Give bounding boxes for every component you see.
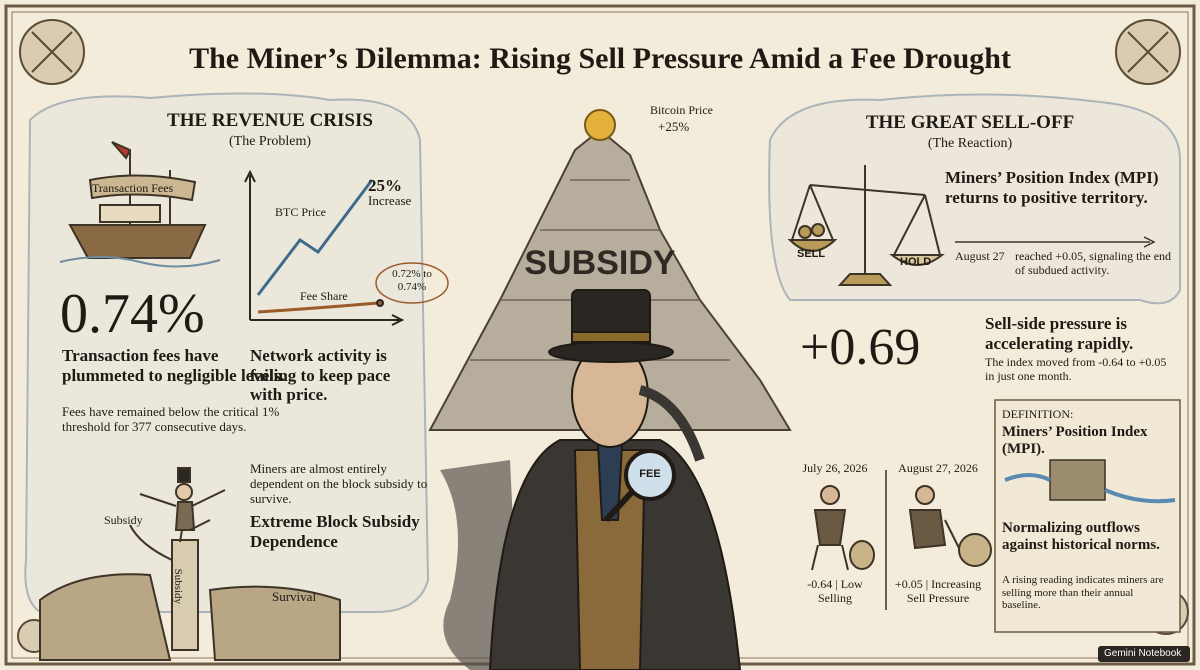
badge: Gemini Notebook	[1104, 648, 1182, 659]
cliff-label: Survival	[272, 589, 317, 604]
coin-change: +25%	[658, 119, 690, 134]
sketch-label: BTC Price	[275, 205, 326, 219]
section-heading: THE REVENUE CRISIS	[167, 110, 373, 131]
pillar-side-label: Subsidy	[104, 513, 143, 527]
definition-box	[994, 399, 1181, 633]
dependence-headline: Extreme Block Subsidy Dependence	[250, 512, 420, 551]
definition-note: A rising reading indicates miners are se…	[1002, 574, 1164, 612]
scale-label: SELL	[797, 248, 826, 260]
definition-tag: DEFINITION:	[1002, 407, 1074, 421]
right-panel	[768, 93, 1181, 305]
section-heading: THE GREAT SELL-OFF	[865, 112, 1075, 133]
badge-bg	[1098, 646, 1190, 662]
stat-note: Fees have remained below the critical 1%…	[62, 404, 280, 434]
panel-date: July 26, 2026	[802, 461, 868, 475]
section-subheading: (The Reaction)	[927, 136, 1013, 151]
ship	[68, 141, 207, 259]
big-stat: +0.69	[800, 319, 921, 376]
pressure-headline: Sell-side pressure is accelerating rapid…	[985, 314, 1134, 353]
sketch-label: Increase	[368, 193, 412, 208]
title: The Miner’s Dilemma: Rising Sell Pressur…	[189, 42, 1011, 75]
scale-label: HOLD	[900, 256, 932, 268]
section-subheading: (The Problem)	[228, 134, 312, 149]
definition-term: Miners’ Position Index (MPI).	[1002, 424, 1148, 458]
panel-date: August 27, 2026	[898, 461, 978, 475]
flag-label: Transaction Fees	[92, 181, 174, 195]
mountain-label: SUBSIDY	[524, 244, 676, 282]
panel-caption: -0.64 | Low Selling	[807, 577, 863, 605]
pressure-note: The index moved from -0.64 to +0.05 in j…	[985, 355, 1167, 383]
date-tag: August 27	[955, 249, 1005, 263]
miner-sketches	[811, 485, 992, 571]
sketch-label: 25%	[368, 176, 402, 195]
sketch-label: Fee Share	[300, 289, 348, 303]
coin-label: Bitcoin Price	[650, 103, 713, 117]
network-note: Network activity is failing to keep pace…	[250, 346, 391, 405]
dam-sketch	[1004, 459, 1176, 504]
balance-scale	[787, 165, 945, 286]
magnifier-label: FEE	[639, 468, 661, 480]
subsidy-mountain	[428, 128, 792, 431]
tightrope-scene	[39, 467, 341, 661]
definition-headline: Normalizing outflows against historical …	[1002, 520, 1160, 554]
waves	[59, 256, 221, 268]
panel-caption: +0.05 | Increasing Sell Pressure	[894, 577, 982, 605]
big-stat: 0.74%	[60, 283, 205, 345]
mpi-headline: Miners’ Position Index (MPI) returns to …	[945, 168, 1159, 207]
dependence-note: Miners are almost entirely dependent on …	[250, 461, 428, 506]
date-note: reached +0.05, signaling the end of subd…	[1015, 249, 1172, 277]
arrowhead	[1143, 236, 1156, 248]
sketch-chart	[244, 169, 449, 326]
miner-man	[488, 289, 742, 670]
sketch-label: 0.72% to 0.74%	[392, 268, 432, 293]
pillar-label: Subsidy	[172, 568, 185, 605]
stat-headline: Transaction fees have plummeted to negli…	[62, 346, 285, 385]
bitcoin-coin	[584, 109, 616, 141]
